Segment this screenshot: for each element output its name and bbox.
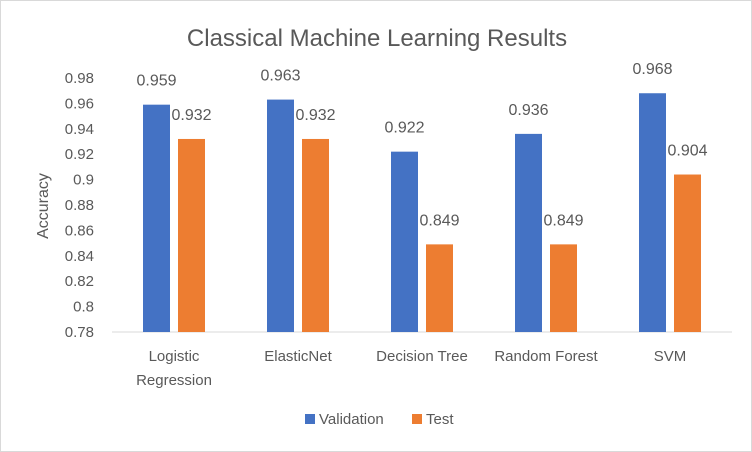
y-tick-label: 0.9 bbox=[73, 172, 94, 189]
data-label: 0.959 bbox=[136, 73, 176, 90]
data-label: 0.904 bbox=[667, 143, 707, 160]
x-category-label: Regression bbox=[136, 372, 212, 389]
y-tick-label: 0.92 bbox=[65, 146, 94, 163]
bar-validation bbox=[639, 93, 666, 333]
legend-swatch-validation bbox=[305, 414, 315, 424]
y-tick-label: 0.82 bbox=[65, 273, 94, 290]
bar-test bbox=[426, 244, 453, 332]
y-axis-ticks: 0.78 0.8 0.82 0.84 0.86 0.88 0.9 0.92 0.94 0.96 0.… bbox=[65, 70, 94, 341]
x-category-label: SVM bbox=[654, 348, 687, 365]
y-tick-label: 0.78 bbox=[65, 324, 94, 341]
bar-test bbox=[178, 138, 205, 332]
bar-validation bbox=[515, 133, 542, 332]
bar-validation bbox=[267, 99, 294, 332]
y-tick-label: 0.8 bbox=[73, 299, 94, 316]
y-tick-label: 0.94 bbox=[65, 121, 94, 138]
y-tick-label: 0.86 bbox=[65, 222, 94, 239]
legend: Validation Test bbox=[305, 411, 454, 428]
x-category-label: Random Forest bbox=[494, 348, 598, 365]
x-category-label: ElasticNet bbox=[264, 348, 332, 365]
y-tick-label: 0.88 bbox=[65, 197, 94, 214]
data-label: 0.922 bbox=[384, 120, 424, 137]
bar-test bbox=[302, 138, 329, 332]
data-label: 0.968 bbox=[632, 61, 672, 78]
data-labels: 0.959 0.963 0.922 0.936 0.968 0.932 0.932 0.849… bbox=[136, 61, 707, 229]
bar-validation bbox=[143, 104, 170, 332]
data-label: 0.932 bbox=[295, 107, 335, 124]
y-tick-label: 0.84 bbox=[65, 248, 94, 265]
x-category-label: Logistic bbox=[149, 348, 200, 365]
legend-label: Test bbox=[426, 411, 454, 428]
x-category-label: Decision Tree bbox=[376, 348, 468, 365]
bar-test bbox=[674, 174, 701, 332]
legend-swatch-test bbox=[412, 414, 422, 424]
chart-title: Classical Machine Learning Results bbox=[187, 25, 567, 52]
bar-series bbox=[143, 93, 701, 333]
data-label: 0.932 bbox=[171, 107, 211, 124]
y-tick-label: 0.96 bbox=[65, 95, 94, 112]
bar-test bbox=[550, 244, 577, 332]
y-axis-title: Accuracy bbox=[35, 173, 52, 239]
data-label: 0.936 bbox=[508, 102, 548, 119]
legend-label: Validation bbox=[319, 411, 384, 428]
y-tick-label: 0.98 bbox=[65, 70, 94, 87]
bar-validation bbox=[391, 151, 418, 332]
data-label: 0.849 bbox=[543, 212, 583, 229]
data-label: 0.849 bbox=[419, 212, 459, 229]
data-label: 0.963 bbox=[260, 68, 300, 85]
x-axis-categories: Logistic Regression ElasticNet Decision Tre… bbox=[136, 348, 686, 389]
